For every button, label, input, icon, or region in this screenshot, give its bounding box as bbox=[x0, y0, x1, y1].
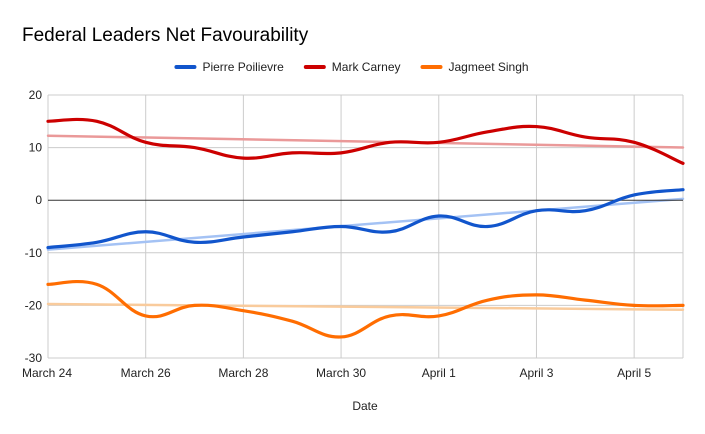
legend-item-pierre-poilievre: Pierre Poilievre bbox=[174, 60, 284, 74]
trendlines bbox=[46, 134, 685, 312]
x-tick-label-march-26: March 26 bbox=[121, 366, 171, 380]
y-tick-label-30: -30 bbox=[25, 351, 43, 365]
series-line-mark-carney bbox=[46, 117, 685, 165]
x-tick-label-april-1: April 1 bbox=[422, 366, 456, 380]
series-line-jagmeet-singh bbox=[46, 279, 685, 339]
x-axis-label: Date bbox=[352, 399, 378, 413]
trendline-mark-carney bbox=[46, 134, 685, 149]
y-tick-label-20: -20 bbox=[25, 298, 43, 312]
legend-label-pierre-poilievre: Pierre Poilievre bbox=[202, 60, 284, 74]
y-tick-label-10: 10 bbox=[29, 141, 43, 155]
series-lines bbox=[46, 117, 685, 339]
y-tick-label-10: -10 bbox=[25, 246, 43, 260]
legend-label-mark-carney: Mark Carney bbox=[332, 60, 401, 74]
grid bbox=[47, 94, 684, 359]
series-line-pierre-poilievre bbox=[46, 188, 685, 250]
legend-item-mark-carney: Mark Carney bbox=[303, 60, 401, 74]
legend-label-jagmeet-singh: Jagmeet Singh bbox=[449, 60, 529, 74]
legend: Pierre Poilievre Mark Carney Jagmeet Singh bbox=[174, 60, 529, 74]
x-tick-label-march-30: March 30 bbox=[316, 366, 366, 380]
x-tick-label-march-24: March 24 bbox=[22, 366, 72, 380]
y-axis-ticks: -30 -20 -10 0 10 20 bbox=[25, 88, 43, 365]
x-tick-label-march-28: March 28 bbox=[218, 366, 268, 380]
y-tick-label-20: 20 bbox=[29, 88, 43, 102]
trendline-jagmeet-singh bbox=[46, 302, 685, 312]
x-axis-ticks: March 24 March 26 March 28 March 30 April 1 A… bbox=[22, 366, 651, 380]
x-tick-label-april-5: April 5 bbox=[617, 366, 651, 380]
trendline-pierre-poilievre bbox=[46, 197, 685, 251]
x-tick-label-april-3: April 3 bbox=[519, 366, 553, 380]
chart-title: Federal Leaders Net Favourability bbox=[22, 25, 309, 46]
y-tick-label-0: 0 bbox=[35, 193, 42, 207]
legend-item-jagmeet-singh: Jagmeet Singh bbox=[420, 60, 529, 74]
